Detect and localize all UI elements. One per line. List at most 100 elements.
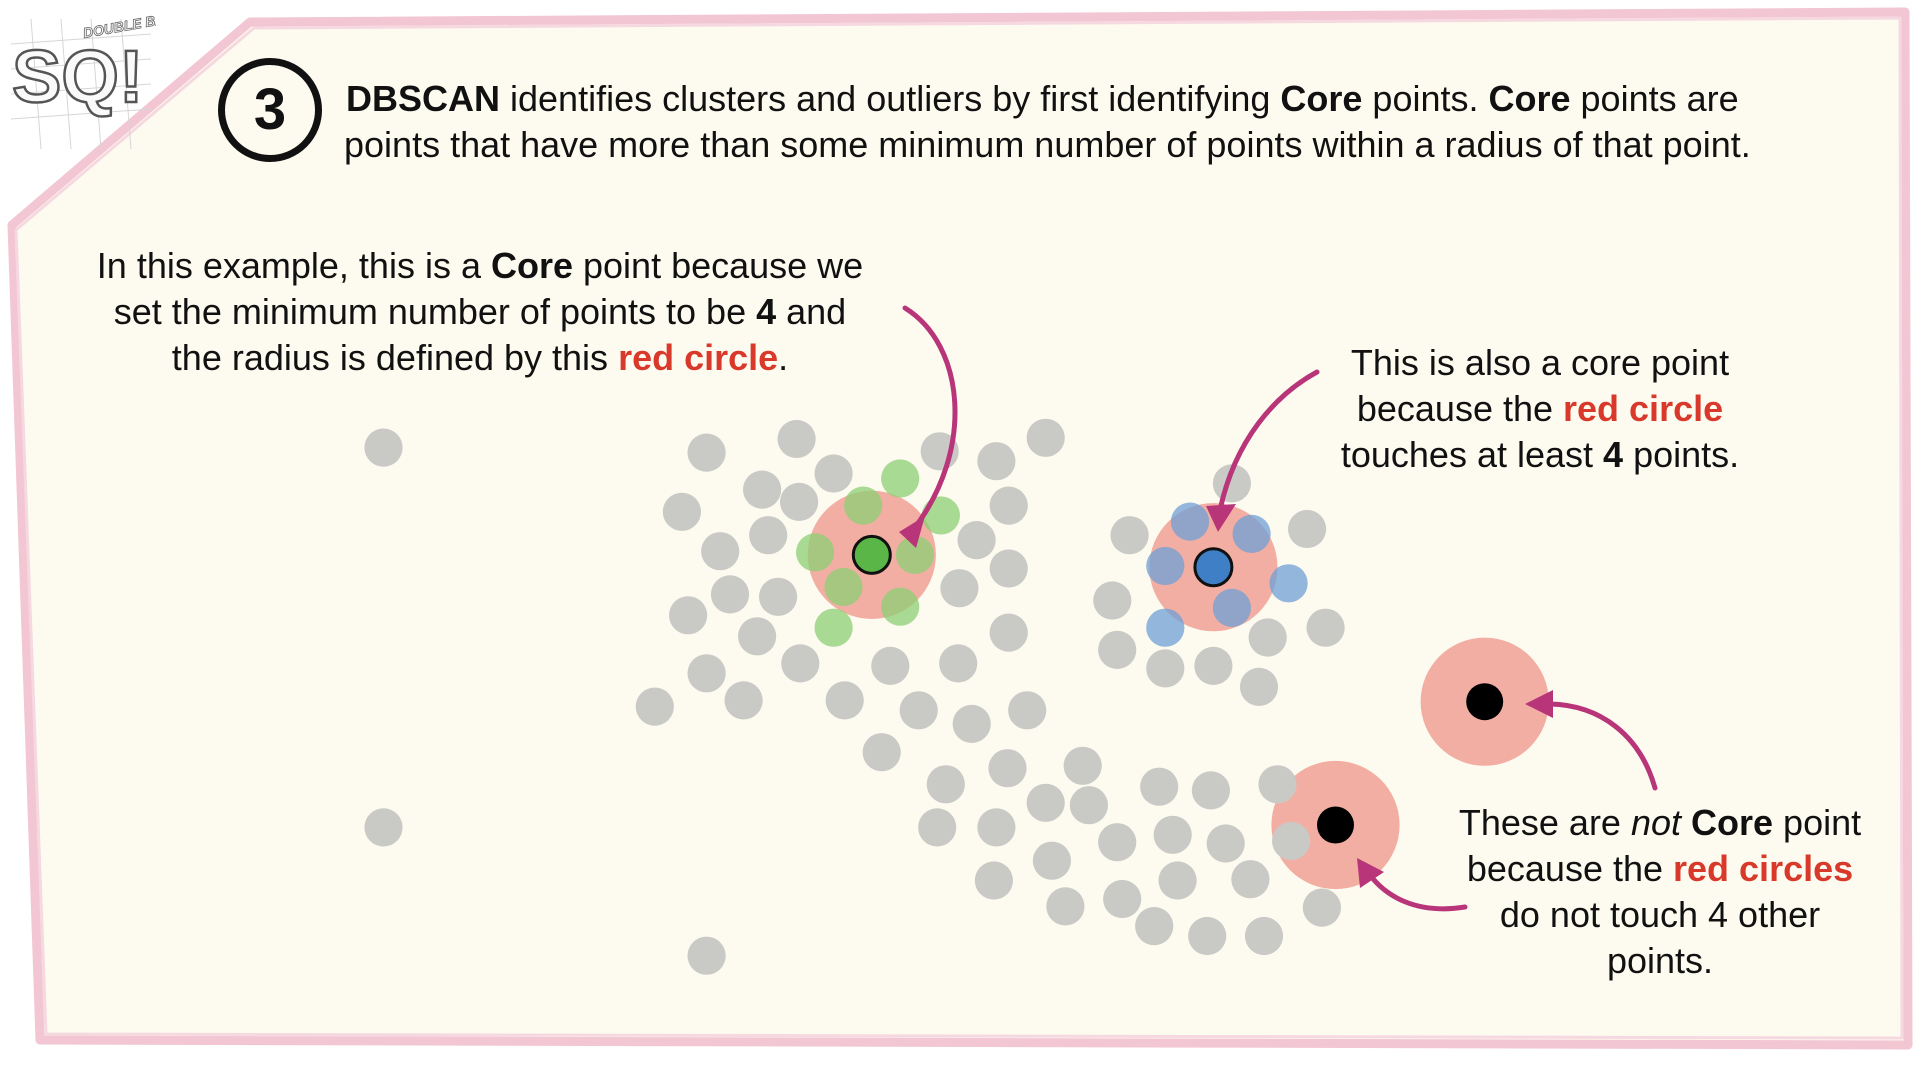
green-neighbor-point [814,608,853,647]
callout-not-text-1a: These are [1458,802,1631,843]
gray-data-point [1248,618,1287,657]
noncore-point-lower [1317,806,1354,844]
gray-data-point [989,486,1028,525]
gray-data-point [364,428,403,467]
callout-not-red-circles: red circles [1673,848,1854,889]
gray-data-point [724,681,763,720]
blue-neighbor-point [1269,564,1308,603]
gray-points-layer [364,418,1345,975]
gray-data-point [1231,860,1270,899]
callout-not-line-3: do not touch 4 other [1499,894,1821,935]
callout-also-min-points: 4 [1603,434,1624,475]
header-line-2: points that have more than some minimum … [344,124,1751,165]
callout-also-text-3b: points. [1623,434,1740,475]
gray-data-point [926,765,965,804]
gray-data-point [1146,649,1185,688]
gray-data-point [669,596,708,635]
callout-core-text-2b: and [776,291,847,332]
gray-data-point [952,704,991,744]
green-neighbor-point [844,486,883,525]
gray-data-point [687,936,726,975]
callout-also-text-2a: because the [1356,388,1564,429]
gray-data-point [1032,841,1071,880]
green-neighbor-point [824,567,863,607]
gray-data-point [781,644,820,683]
callout-also-red-circle: red circle [1563,388,1724,429]
gray-data-point [701,532,740,571]
gray-data-point [1140,767,1179,806]
gray-data-point [1026,418,1065,457]
callout-core-text-3a: the radius is defined by this [171,337,619,378]
gray-data-point [814,454,853,493]
gray-data-point [871,646,910,686]
gray-data-point [989,613,1028,652]
gray-data-point [1188,916,1227,956]
gray-data-point [977,808,1016,847]
green-neighbor-point [921,496,961,535]
gray-data-point [974,861,1014,900]
blue-neighbor-point [1170,502,1210,541]
callout-not-space [1681,802,1691,843]
callout-not-bold-core: Core [1691,802,1774,843]
green-neighbor-point [881,587,920,626]
gray-data-point [1069,786,1108,825]
gray-data-point [1093,581,1132,620]
callout-core-bold-core: Core [490,245,573,286]
callout-core-text-1a: In this example, this is a [96,245,491,286]
gray-data-point [1153,815,1192,854]
callout-core-text-3b: . [778,337,789,378]
gray-data-point [738,617,777,656]
gray-data-point [1191,771,1230,810]
gray-data-point [1046,887,1085,926]
gray-data-point [1272,821,1311,861]
arrow-to-green-core [902,305,958,533]
gray-data-point [1194,646,1233,686]
arrowhead-lower-noncore [1357,858,1384,888]
gray-data-point [749,516,788,555]
callout-also-text-3a: touches at least [1340,434,1604,475]
gray-data-point [918,808,957,847]
callout-not-text-2a: because the [1466,848,1674,889]
green-core-point [851,534,892,575]
gray-data-point [939,644,978,683]
arrow-to-lower-noncore [1367,872,1468,912]
gray-data-point [635,687,674,726]
header-text-part2: points. [1362,78,1489,119]
gray-data-point [687,433,726,472]
callout-also-core: This is also a core point because the re… [1300,340,1780,478]
gray-data-point [364,808,403,847]
gray-data-point [1103,879,1142,919]
gray-data-point [780,482,819,521]
callout-core-red-circle: red circle [618,337,779,378]
green-neighbor-point [796,533,835,572]
gray-data-point [1239,667,1279,707]
header-core-word-2: Core [1488,78,1571,119]
gray-data-point [759,577,798,616]
logo-grid [10,18,152,150]
callout-also-line-3: touches at least 4 points. [1300,432,1780,478]
header-text-line-2-wrap: points that have more than some minimum … [344,122,1751,168]
callout-not-text-1b: point [1773,802,1862,843]
gray-data-point [1158,861,1197,900]
background-panel-inner-stroke [14,16,1904,1040]
gray-data-point [977,442,1016,481]
gray-data-point [862,733,901,772]
callout-also-line-1: This is also a core point [1350,342,1730,383]
neighbor-points-layer [796,459,1308,647]
green-neighbor-point [895,535,935,575]
noncore-point-upper [1466,683,1504,721]
callout-not-italic-not: not [1630,802,1681,843]
gray-data-point [988,749,1027,788]
gray-data-point [1135,907,1174,946]
blue-core-point [1193,547,1234,588]
step-number-badge: 3 [218,58,322,162]
header-term: DBSCAN [346,78,501,119]
gray-data-point [1098,823,1137,862]
background-panel [7,7,1913,1050]
callout-not-line-4: points. [1606,940,1714,981]
header-text-part3: points are [1570,78,1739,119]
gray-data-point [825,681,864,720]
callout-core-line-3: the radius is defined by this red circle… [55,335,905,381]
